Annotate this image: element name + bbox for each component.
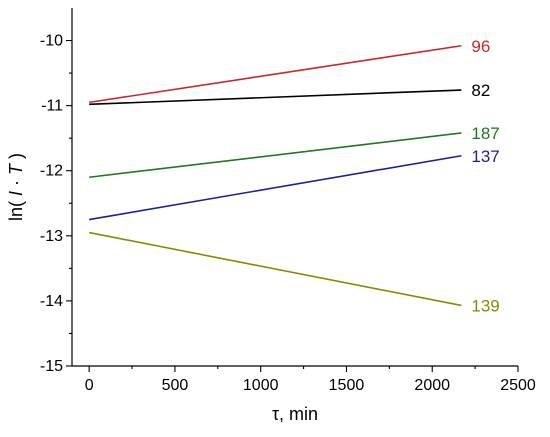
series-label: 137 <box>471 147 499 166</box>
series-label: 139 <box>471 296 499 315</box>
series-line <box>89 89 462 106</box>
series-line <box>89 231 462 307</box>
y-tick-label: -12 <box>40 163 63 180</box>
x-tick-label: 2500 <box>500 377 536 394</box>
axes-layer: 0 500 1000 1500 2000 2500 -10 -11 -12 -13 -14 -15 <box>40 8 536 394</box>
series-line <box>89 154 462 221</box>
series-layer <box>89 44 462 307</box>
x-tick-label: 1000 <box>243 377 279 394</box>
series-label: 96 <box>471 37 490 56</box>
y-axis-title-prefix: ln( <box>6 201 26 221</box>
series-line <box>89 132 462 179</box>
y-axis-title: ln( I · T ) <box>6 153 26 221</box>
y-tick-label: -10 <box>40 33 63 50</box>
y-axis-title-middle: · <box>6 180 26 186</box>
labels-layer: 96 82 187 137 139 <box>471 37 499 316</box>
y-axis-title-t: T <box>6 162 26 175</box>
x-tick-label: 1500 <box>329 377 365 394</box>
y-axis-title-i: I <box>6 191 26 196</box>
y-tick-label: -13 <box>40 228 63 245</box>
series-line <box>89 44 462 104</box>
x-tick-label: 2000 <box>414 377 450 394</box>
y-tick-label: -11 <box>41 98 63 115</box>
y-tick-label: -14 <box>40 293 63 310</box>
y-axis-title-suffix: ) <box>6 153 26 159</box>
x-tick-label: 500 <box>162 377 189 394</box>
y-tick-label: -15 <box>40 358 63 375</box>
x-tick-label: 0 <box>85 377 94 394</box>
x-axis-title: τ, min <box>272 404 318 424</box>
series-label: 187 <box>471 124 499 143</box>
series-label: 82 <box>471 81 490 100</box>
